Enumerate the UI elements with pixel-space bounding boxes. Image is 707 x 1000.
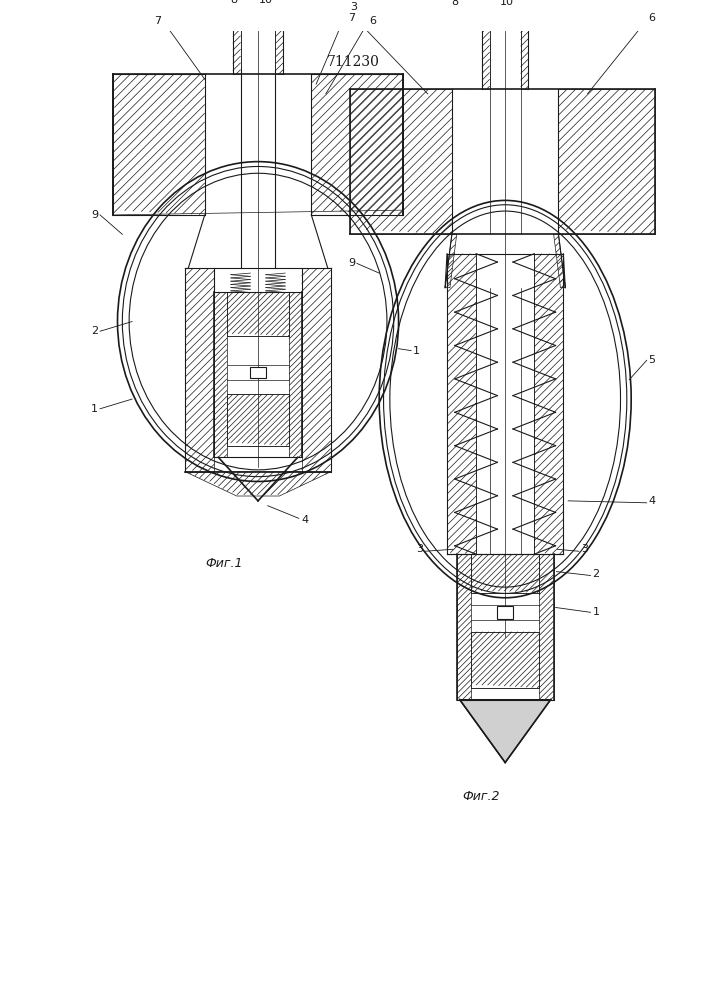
Text: 9: 9 <box>348 258 355 268</box>
Text: 10: 10 <box>500 0 514 7</box>
Text: 1: 1 <box>413 346 420 356</box>
Text: 7: 7 <box>154 16 161 26</box>
Text: 10: 10 <box>259 0 273 5</box>
Text: 7: 7 <box>348 13 355 23</box>
Text: 3: 3 <box>416 544 423 554</box>
Text: 6: 6 <box>648 13 655 23</box>
Text: 3: 3 <box>350 2 357 12</box>
Text: 6: 6 <box>370 16 377 26</box>
Text: 4: 4 <box>648 496 656 506</box>
Text: 3: 3 <box>580 544 588 554</box>
Text: 1: 1 <box>592 607 600 617</box>
Bar <box>498 606 513 619</box>
Text: 9: 9 <box>91 210 98 220</box>
Text: Фиг.2: Фиг.2 <box>462 790 500 803</box>
Text: Фиг.1: Фиг.1 <box>205 557 243 570</box>
Polygon shape <box>460 700 551 763</box>
Text: 4: 4 <box>302 515 309 525</box>
Text: 2: 2 <box>592 569 600 579</box>
Text: 1: 1 <box>91 404 98 414</box>
Bar <box>250 367 266 378</box>
Text: 711230: 711230 <box>327 55 380 69</box>
Text: 8: 8 <box>451 0 458 7</box>
Text: 5: 5 <box>648 355 655 365</box>
Text: 2: 2 <box>91 326 98 336</box>
Text: 8: 8 <box>230 0 238 5</box>
